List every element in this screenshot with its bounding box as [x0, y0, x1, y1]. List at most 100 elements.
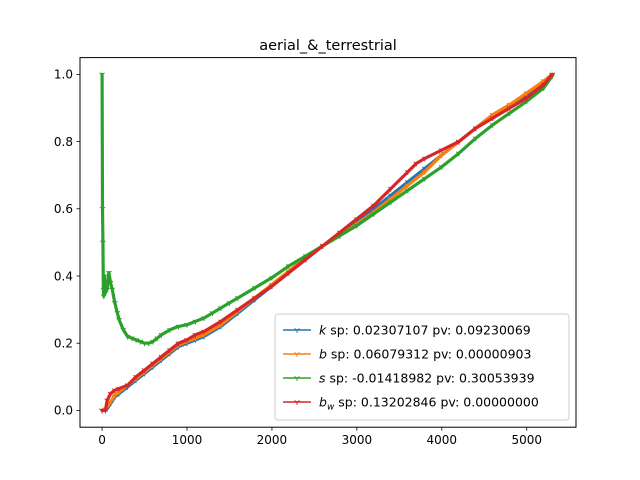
y-tick-label: 0.8: [54, 135, 73, 149]
legend-item: b sp: 0.06079312 pv: 0.00000903: [283, 347, 531, 362]
series-2-point: [101, 274, 108, 279]
legend: k sp: 0.02307107 pv: 0.09230069 b sp: 0.0…: [274, 313, 570, 421]
series-2-point: [109, 287, 116, 293]
series-2-point: [100, 240, 106, 246]
series-3-point: [235, 307, 241, 313]
series-2-point: [286, 263, 292, 269]
series-3-point: [150, 361, 156, 367]
legend-label: bw sp: 0.13202846 pv: 0.00000000: [319, 395, 539, 413]
series-3-point: [102, 408, 109, 414]
series-2-point: [421, 176, 428, 182]
plot-frame: [79, 57, 577, 428]
series-3: [99, 72, 556, 414]
series-2-point: [145, 341, 152, 347]
x-tick-label: 3000: [342, 433, 373, 447]
series-3-point: [455, 139, 462, 145]
series-3-point: [124, 383, 131, 389]
x-tick-label: 5000: [511, 433, 542, 447]
series-2-point: [489, 122, 496, 128]
series-2-point: [99, 72, 105, 78]
x-tick-label: 1000: [172, 433, 203, 447]
series-3-point: [111, 388, 118, 394]
series-2-point: [472, 136, 479, 142]
series-2-point: [201, 316, 207, 321]
series-3-point: [133, 374, 139, 380]
series-2-point: [167, 327, 173, 333]
series-2-point: [107, 280, 114, 286]
series-2-point: [294, 376, 300, 381]
series-1-point: [294, 352, 300, 357]
series-3-point: [404, 169, 411, 175]
series-2-point: [387, 200, 394, 206]
series-3-point: [472, 126, 479, 132]
series-2-point: [218, 305, 224, 311]
x-tick-label: 2000: [257, 433, 288, 447]
series-3-point: [387, 186, 394, 192]
series-2-point: [226, 300, 233, 306]
series-2-point: [438, 164, 445, 170]
series-2-point: [114, 311, 121, 316]
y-tick-label: 0.4: [54, 269, 73, 283]
series-3-point: [540, 82, 547, 88]
legend-item: k sp: 0.02307107 pv: 0.09230069: [283, 323, 531, 338]
series-3-point: [506, 106, 513, 111]
series-2-point: [354, 223, 360, 229]
x-axis: 0 1000 2000 3000 4000 5000: [98, 427, 542, 447]
series-2-point: [116, 317, 122, 323]
series-3-point: [354, 216, 360, 222]
series-3-point: [192, 332, 199, 338]
series-3-point: [438, 148, 445, 153]
series-2-point: [154, 336, 161, 342]
series-3-point: [184, 337, 190, 343]
series-3-point: [303, 257, 309, 263]
legend-box: [274, 313, 570, 421]
series-3-point: [413, 161, 420, 167]
y-tick-label: 0.2: [54, 337, 73, 351]
legend-item: s sp: -0.01418982 pv: 0.30053939: [283, 371, 535, 386]
series-2: [99, 72, 556, 347]
series-3-point: [175, 341, 182, 347]
series-3-point: [371, 203, 377, 209]
series-0-point: [294, 328, 300, 333]
series-2-point: [133, 337, 139, 343]
series-1-point: [421, 169, 428, 175]
series-2-point: [455, 151, 462, 157]
series-3-line: [100, 72, 554, 412]
series-2-point: [111, 300, 118, 306]
series-3-point: [158, 354, 165, 360]
series-3-point: [141, 368, 148, 374]
series-3-point: [320, 243, 326, 249]
series-3-point: [337, 230, 343, 236]
series-3-point: [107, 391, 114, 397]
series-2-point: [235, 295, 241, 301]
series-2-point: [106, 270, 112, 276]
series-2-point: [252, 285, 258, 291]
y-tick-label: 0.6: [54, 202, 73, 216]
series-3-point: [201, 329, 207, 335]
series-2-point: [209, 311, 216, 316]
series-2-point: [192, 319, 199, 325]
series-2-point: [99, 206, 106, 212]
series-2-point: [269, 275, 275, 281]
legend-label: b sp: 0.06079312 pv: 0.00000903: [319, 347, 531, 362]
series-2-point: [158, 332, 165, 338]
series-2-point: [104, 287, 111, 293]
series-3-point: [269, 284, 275, 290]
series-1-point: [438, 153, 445, 159]
series-2-point: [137, 339, 144, 345]
series-2-point: [124, 334, 131, 340]
series-3-point: [167, 347, 173, 353]
series-1-point: [523, 90, 530, 96]
y-axis: 0.0 0.2 0.4 0.6 0.8 1.0: [54, 68, 80, 418]
series-2-point: [184, 322, 190, 328]
series-3-point: [104, 398, 111, 404]
x-tick-label: 0: [98, 433, 106, 447]
x-tick-label: 4000: [427, 433, 458, 447]
series-3-point: [294, 400, 300, 405]
series-3-point: [218, 319, 224, 325]
series-3-point: [286, 270, 292, 276]
series-2-point: [175, 324, 182, 330]
series-1-point: [404, 183, 411, 189]
legend-label: s sp: -0.01418982 pv: 0.30053939: [319, 371, 535, 386]
